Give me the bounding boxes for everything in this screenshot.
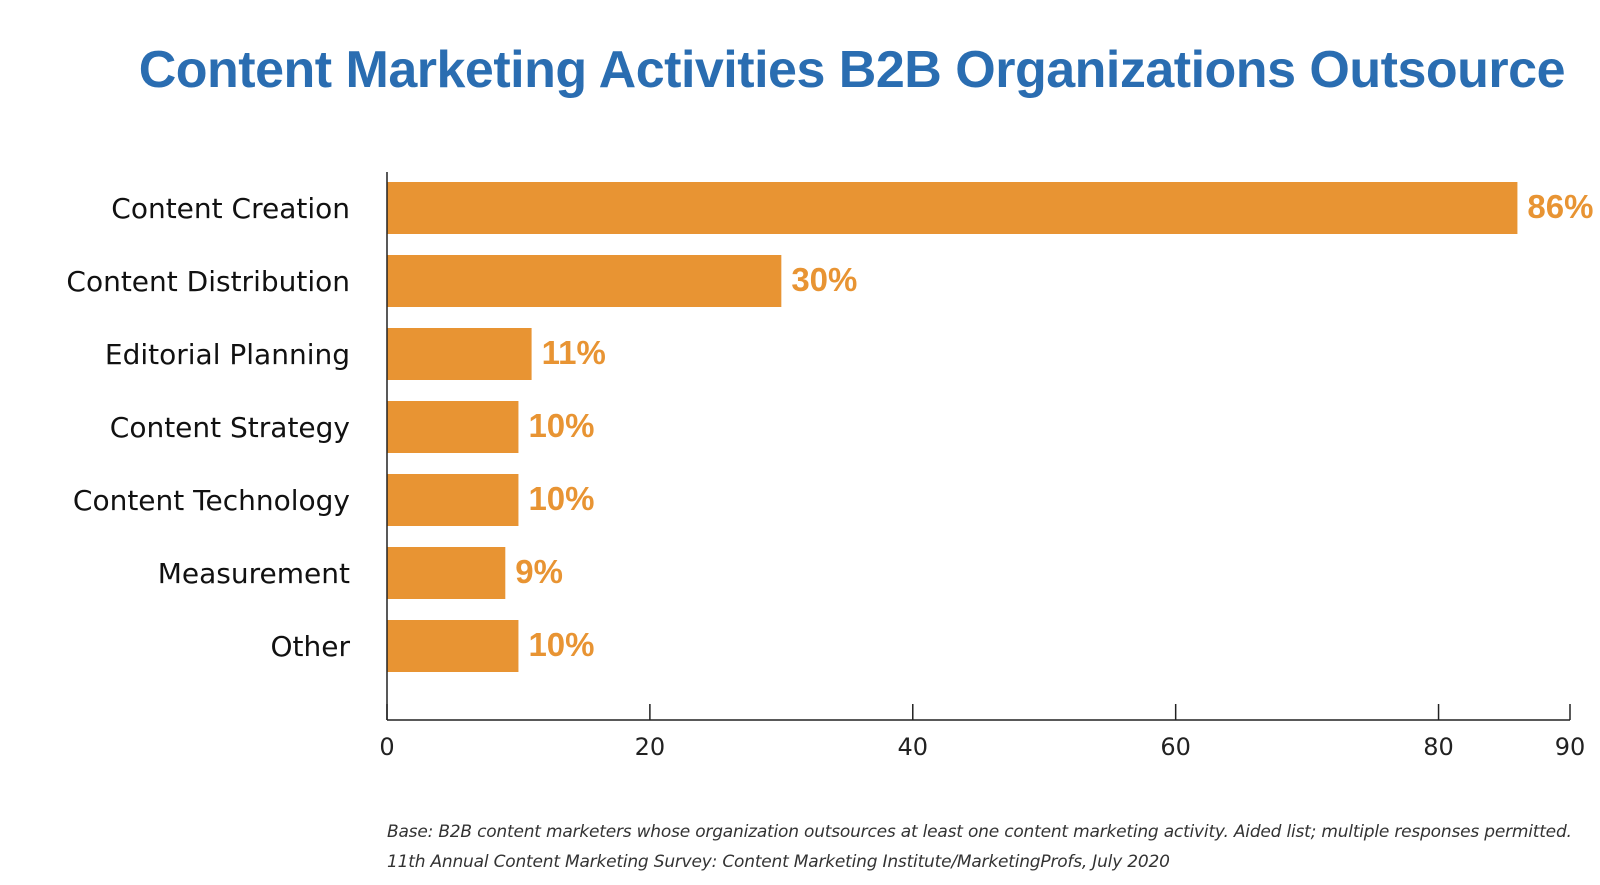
x-tick-label: 40 (898, 733, 929, 761)
footnote-source: 11th Annual Content Marketing Survey: Co… (387, 852, 1170, 872)
value-label: 11% (542, 334, 606, 371)
chart-title: Content Marketing Activities B2B Organiz… (138, 41, 1566, 99)
bar (387, 182, 1518, 234)
bar (387, 474, 519, 526)
category-labels-group: Content Creation Content Distribution Edit… (66, 192, 350, 663)
value-label: 86% (1527, 188, 1593, 225)
value-label: 10% (528, 480, 594, 517)
value-labels-group: 86% 30% 11% 10% 10% 9% 10% (515, 188, 1593, 663)
x-tick-label: 60 (1160, 733, 1191, 761)
category-label: Measurement (158, 557, 350, 590)
category-label: Editorial Planning (105, 338, 350, 371)
x-tick-label: 0 (379, 733, 394, 761)
bar (387, 547, 506, 599)
axes-group: 0 20 40 60 80 90 (379, 172, 1585, 761)
category-label: Content Creation (111, 192, 350, 225)
bars-group (387, 182, 1518, 672)
value-label: 10% (528, 407, 594, 444)
footnote-base: Base: B2B content marketers whose organi… (387, 822, 1572, 842)
x-tick-label: 80 (1423, 733, 1454, 761)
category-label: Content Technology (73, 484, 350, 517)
value-label: 30% (791, 261, 857, 298)
category-label: Other (270, 630, 350, 663)
bar (387, 401, 519, 453)
x-tick-label: 20 (635, 733, 666, 761)
x-tick-label: 90 (1555, 733, 1586, 761)
bar (387, 328, 532, 380)
value-label: 10% (528, 626, 594, 663)
category-label: Content Distribution (66, 265, 350, 298)
category-label: Content Strategy (110, 411, 350, 444)
bar (387, 255, 782, 307)
bar (387, 620, 519, 672)
value-label: 9% (515, 553, 563, 590)
